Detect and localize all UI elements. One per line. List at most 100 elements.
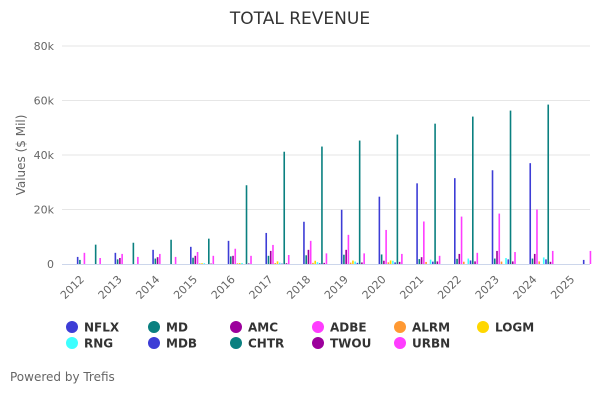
bar-mdb-2018[interactable] [318, 263, 321, 264]
bar-twou-2018[interactable] [323, 262, 325, 264]
bar-nflx-2017[interactable] [265, 232, 268, 264]
bar-adbe-2016[interactable] [234, 248, 237, 264]
bar-adbe-2019[interactable] [347, 234, 350, 264]
bar-nflx-2018[interactable] [303, 221, 305, 264]
bar-chtr-2018[interactable] [321, 146, 323, 264]
bar-adbe-2015[interactable] [196, 252, 199, 264]
bar-twou-2016[interactable] [247, 263, 250, 264]
bar-adbe-2024[interactable] [536, 209, 538, 265]
bar-urbn-2012[interactable] [99, 258, 101, 264]
bar-nflx-2016[interactable] [227, 240, 230, 264]
bar-rng-2021[interactable] [429, 259, 432, 264]
legend-item-mdb[interactable]: MDB [148, 337, 197, 351]
bar-amc-2021[interactable] [420, 257, 423, 264]
bar-amc-2022[interactable] [458, 253, 461, 264]
bar-logm-2018[interactable] [314, 260, 316, 264]
bar-logm-2015[interactable] [201, 263, 203, 264]
bar-urbn-2022[interactable] [476, 252, 479, 264]
bar-chtr-2019[interactable] [358, 140, 361, 264]
bar-urbn-2014[interactable] [174, 256, 177, 264]
bar-mdb-2023[interactable] [507, 259, 510, 264]
bar-urbn-2025[interactable] [589, 250, 592, 264]
bar-mdb-2020[interactable] [394, 262, 396, 264]
bar-twou-2021[interactable] [436, 261, 439, 264]
bar-amc-2013[interactable] [119, 258, 121, 264]
bar-adbe-2014[interactable] [159, 253, 161, 264]
bar-urbn-2019[interactable] [363, 253, 365, 264]
bar-twou-2017[interactable] [285, 263, 288, 264]
bar-amc-2024[interactable] [533, 253, 536, 264]
bar-chtr-2016[interactable] [245, 185, 248, 264]
bar-amc-2017[interactable] [269, 250, 272, 264]
bar-chtr-2023[interactable] [509, 110, 512, 265]
bar-alrm-2016[interactable] [236, 263, 239, 264]
legend-item-md[interactable]: MD [148, 321, 188, 335]
bar-chtr-2014[interactable] [170, 239, 172, 264]
bar-urbn-2017[interactable] [287, 255, 290, 264]
bar-alrm-2024[interactable] [538, 261, 541, 264]
bar-adbe-2018[interactable] [309, 240, 312, 264]
bar-rng-2024[interactable] [542, 257, 545, 264]
bar-twou-2023[interactable] [511, 261, 514, 264]
legend-item-adbe[interactable]: ADBE [312, 321, 367, 335]
bar-adbe-2012[interactable] [83, 252, 86, 264]
legend-item-amc[interactable]: AMC [230, 321, 278, 335]
bar-alrm-2022[interactable] [463, 261, 465, 264]
bar-mdb-2022[interactable] [469, 260, 472, 264]
bar-nflx-2022[interactable] [454, 178, 456, 264]
bar-twou-2015[interactable] [210, 263, 212, 265]
bar-alrm-2015[interactable] [199, 263, 201, 264]
bar-alrm-2020[interactable] [387, 262, 390, 264]
bar-alrm-2019[interactable] [349, 262, 352, 264]
bar-chtr-2017[interactable] [283, 151, 286, 264]
bar-md-2024[interactable] [531, 258, 534, 264]
bar-urbn-2016[interactable] [250, 255, 252, 264]
bar-nflx-2014[interactable] [152, 249, 154, 264]
bar-nflx-2015[interactable] [190, 246, 192, 264]
bar-twou-2020[interactable] [398, 261, 401, 264]
bar-nflx-2020[interactable] [378, 196, 381, 264]
legend-item-urbn[interactable]: URBN [394, 337, 450, 351]
bar-md-2020[interactable] [380, 254, 383, 264]
bar-alrm-2018[interactable] [312, 262, 314, 264]
bar-nflx-2021[interactable] [416, 183, 418, 264]
bar-chtr-2020[interactable] [396, 134, 399, 264]
bar-chtr-2022[interactable] [472, 116, 474, 264]
bar-adbe-2020[interactable] [385, 229, 387, 264]
bar-alrm-2021[interactable] [425, 261, 427, 264]
bar-nflx-2013[interactable] [114, 252, 117, 264]
bar-amc-2023[interactable] [496, 250, 498, 264]
bar-urbn-2023[interactable] [514, 252, 516, 264]
bar-urbn-2020[interactable] [401, 253, 403, 264]
bar-rng-2023[interactable] [505, 258, 507, 264]
bar-rng-2019[interactable] [354, 261, 356, 264]
bar-adbe-2017[interactable] [272, 244, 274, 264]
bar-nflx-2023[interactable] [491, 170, 494, 264]
bar-amc-2019[interactable] [345, 249, 347, 264]
bar-logm-2019[interactable] [352, 260, 354, 264]
bar-twou-2024[interactable] [549, 261, 552, 264]
bar-rng-2018[interactable] [316, 262, 319, 264]
bar-rng-2020[interactable] [392, 260, 394, 264]
bar-md-2019[interactable] [343, 254, 345, 264]
bar-twou-2022[interactable] [474, 261, 476, 264]
bar-alrm-2017[interactable] [274, 263, 277, 264]
bar-rng-2022[interactable] [467, 258, 470, 264]
bar-md-2015[interactable] [192, 257, 194, 264]
bar-md-2013[interactable] [116, 259, 119, 264]
bar-mdb-2019[interactable] [356, 262, 359, 264]
bar-mdb-2024[interactable] [545, 259, 547, 264]
bar-logm-2017[interactable] [276, 261, 279, 264]
bar-md-2017[interactable] [267, 255, 270, 264]
bar-md-2012[interactable] [79, 259, 81, 264]
bar-urbn-2021[interactable] [438, 255, 441, 264]
bar-md-2021[interactable] [418, 259, 421, 264]
bar-rng-2016[interactable] [241, 262, 243, 264]
bar-twou-2019[interactable] [361, 262, 363, 264]
bar-amc-2014[interactable] [156, 257, 159, 264]
bar-amc-2018[interactable] [307, 249, 310, 264]
bar-chtr-2015[interactable] [208, 238, 210, 264]
legend-item-nflx[interactable]: NFLX [66, 321, 120, 335]
legend-item-alrm[interactable]: ALRM [394, 321, 450, 335]
bar-md-2016[interactable] [229, 256, 232, 264]
